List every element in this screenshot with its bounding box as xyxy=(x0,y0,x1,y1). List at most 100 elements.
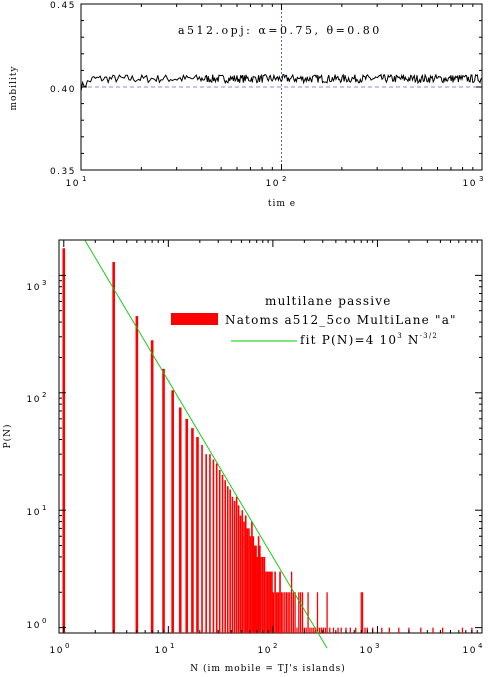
bar xyxy=(224,480,227,633)
bar xyxy=(251,521,253,633)
legend-entry-fit: fit P(N)=4 103 N-3/2 xyxy=(300,332,438,347)
bar xyxy=(259,545,261,633)
bar xyxy=(191,428,194,633)
bar xyxy=(282,592,284,633)
bar xyxy=(244,515,247,633)
bar xyxy=(320,627,323,633)
bar xyxy=(201,444,203,633)
bar xyxy=(135,316,139,633)
legend: multilane passive Natoms a512_5co MultiL… xyxy=(171,294,456,347)
bar xyxy=(314,627,317,633)
top-x-tick-10-3-exp: 3 xyxy=(479,175,483,183)
top-series-line xyxy=(80,73,483,92)
bar xyxy=(249,536,252,633)
bar xyxy=(112,261,115,633)
bar xyxy=(305,627,307,633)
bar xyxy=(326,592,328,633)
bar xyxy=(388,627,391,633)
bottom-y-tick-10-3: 10 xyxy=(27,283,41,293)
bar xyxy=(150,340,154,633)
bar xyxy=(274,571,276,633)
bar xyxy=(277,592,280,633)
bar xyxy=(229,489,231,633)
top-x-tick-10-1: 10 xyxy=(66,179,80,189)
bar xyxy=(260,556,262,633)
bar xyxy=(231,496,234,633)
bar xyxy=(271,571,273,633)
bar xyxy=(241,510,244,633)
bottom-chart: 10 3 10 2 10 1 10 0 10 0 10 1 10 2 10 3 … xyxy=(2,239,483,674)
bar xyxy=(171,390,174,633)
top-y-tick-0.35: 0.35 xyxy=(50,167,76,177)
bar xyxy=(355,627,357,633)
bar xyxy=(324,627,327,633)
bar xyxy=(269,571,272,633)
bar xyxy=(290,571,293,633)
top-axis-ticks xyxy=(80,3,483,171)
bar xyxy=(329,627,331,633)
bar xyxy=(62,248,66,634)
bottom-x-tick-10-3-exp: 3 xyxy=(375,642,379,650)
bar xyxy=(212,459,215,633)
bar xyxy=(279,571,281,633)
bar xyxy=(364,627,366,633)
top-x-tick-10-3: 10 xyxy=(463,179,477,189)
bottom-x-tick-10-0-exp: 0 xyxy=(65,642,69,650)
bar xyxy=(299,592,302,633)
bar xyxy=(215,463,218,633)
bar xyxy=(361,592,364,633)
bar xyxy=(420,627,422,633)
bar xyxy=(311,627,313,633)
bottom-y-tick-10-3-exp: 3 xyxy=(42,279,46,287)
bottom-y-tick-10-0: 10 xyxy=(27,621,41,631)
legend-title: multilane passive xyxy=(265,294,392,308)
fit-line xyxy=(84,240,328,649)
bar xyxy=(246,528,249,633)
bar xyxy=(398,627,400,633)
legend-fit-text: fit P(N)=4 10 xyxy=(300,333,397,347)
bar xyxy=(255,545,257,633)
bar xyxy=(316,592,319,633)
bar xyxy=(237,505,240,633)
bar xyxy=(296,627,298,633)
legend-swatch-bars xyxy=(171,313,218,325)
bar xyxy=(266,571,269,633)
bar xyxy=(218,469,221,633)
bar xyxy=(307,592,309,633)
bar xyxy=(287,592,289,633)
bottom-x-tick-10-4-exp: 4 xyxy=(478,642,483,650)
bar xyxy=(263,556,266,633)
bottom-y-tick-10-0-exp: 0 xyxy=(42,617,46,625)
bar xyxy=(313,627,315,633)
bottom-y-axis-label: P(N) xyxy=(2,424,13,449)
top-y-tick-0.40: 0.40 xyxy=(50,85,76,95)
bar xyxy=(233,500,236,633)
bottom-x-tick-10-1-exp: 1 xyxy=(170,642,174,650)
bar xyxy=(226,486,229,633)
bar xyxy=(292,592,295,633)
bar xyxy=(280,592,283,633)
bottom-y-tick-10-1-exp: 1 xyxy=(42,504,46,512)
top-annotation: a512.opj: α=0.75, θ=0.80 xyxy=(178,24,382,37)
bottom-x-tick-10-1: 10 xyxy=(155,646,169,656)
bar xyxy=(209,454,211,633)
bar xyxy=(461,627,464,633)
bar xyxy=(248,528,250,633)
bar xyxy=(272,592,275,633)
bar xyxy=(235,496,238,633)
bottom-x-tick-10-0: 10 xyxy=(50,646,64,656)
bar xyxy=(284,592,286,633)
bar xyxy=(294,592,296,633)
bottom-bar-series xyxy=(62,248,473,634)
top-y-axis-label: mobility xyxy=(9,65,19,110)
bar xyxy=(332,627,335,633)
bottom-y-tick-10-1: 10 xyxy=(27,508,41,518)
top-x-tick-10-1-exp: 1 xyxy=(82,175,86,183)
bar xyxy=(196,437,199,633)
bar xyxy=(349,627,351,633)
bar xyxy=(185,418,189,633)
bar xyxy=(265,571,267,633)
legend-fit-tail: N xyxy=(403,333,420,347)
bar xyxy=(301,592,304,633)
bottom-axis-ticks xyxy=(59,239,483,633)
